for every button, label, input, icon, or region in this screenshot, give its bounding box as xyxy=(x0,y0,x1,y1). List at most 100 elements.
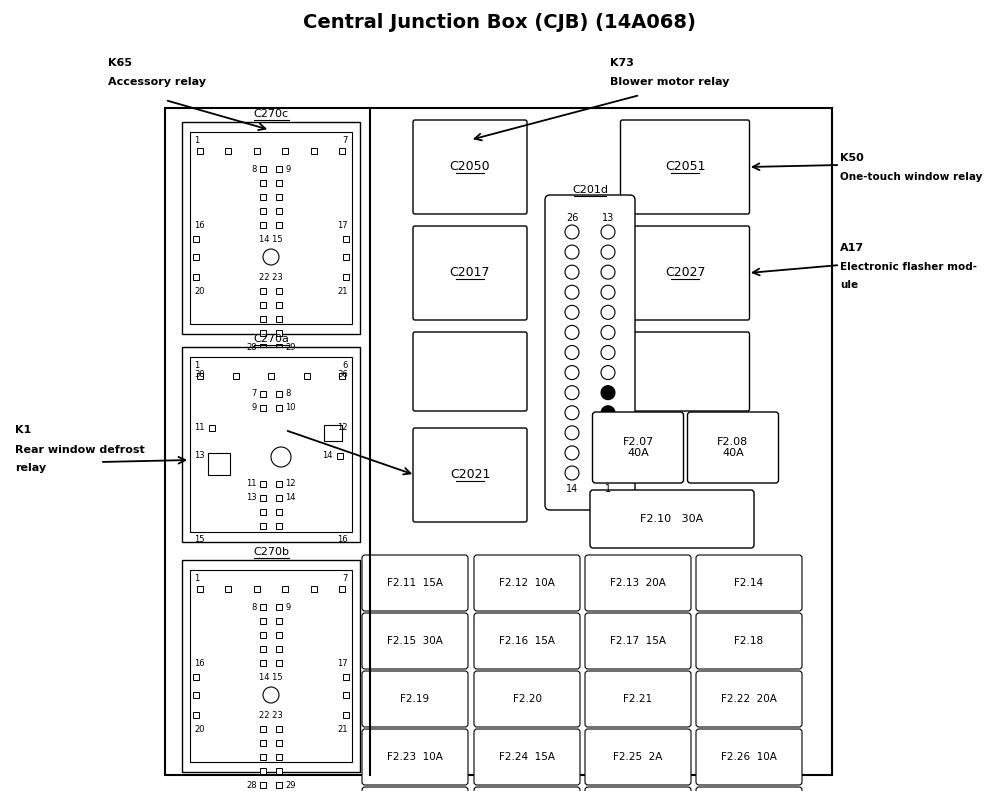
Text: F2.26  10A: F2.26 10A xyxy=(721,752,777,762)
Bar xyxy=(276,495,282,501)
Text: 9: 9 xyxy=(285,165,291,173)
Bar xyxy=(197,360,203,366)
Bar xyxy=(260,302,266,308)
Bar xyxy=(276,344,282,350)
Bar xyxy=(343,692,349,698)
Text: C201d: C201d xyxy=(572,185,608,195)
Bar xyxy=(193,274,199,280)
Bar xyxy=(343,674,349,680)
Bar xyxy=(260,481,266,487)
Bar xyxy=(193,712,199,718)
Text: F2.19: F2.19 xyxy=(401,694,430,704)
Text: Rear window defrost: Rear window defrost xyxy=(15,445,145,455)
Bar xyxy=(343,274,349,280)
Bar xyxy=(190,132,352,324)
Bar xyxy=(233,373,239,379)
Circle shape xyxy=(601,466,615,480)
Bar xyxy=(276,740,282,746)
FancyBboxPatch shape xyxy=(474,613,580,669)
FancyBboxPatch shape xyxy=(413,332,527,411)
Bar xyxy=(197,586,203,592)
Bar xyxy=(254,360,260,366)
Text: 1: 1 xyxy=(194,361,199,370)
Text: F2.16  15A: F2.16 15A xyxy=(499,636,555,646)
Bar xyxy=(182,122,360,334)
Text: F2.25  2A: F2.25 2A xyxy=(613,752,662,762)
Bar xyxy=(260,405,266,411)
Text: 8: 8 xyxy=(252,165,257,173)
Bar xyxy=(311,148,317,154)
Text: 22 23: 22 23 xyxy=(259,710,283,720)
Text: 1: 1 xyxy=(605,484,611,494)
Bar xyxy=(304,373,310,379)
Text: 28: 28 xyxy=(247,343,257,351)
FancyBboxPatch shape xyxy=(687,412,778,483)
Text: F2.10   30A: F2.10 30A xyxy=(640,514,703,524)
Text: 26: 26 xyxy=(565,213,578,223)
Text: 28: 28 xyxy=(247,781,257,789)
Bar xyxy=(260,391,266,397)
Bar xyxy=(337,453,343,459)
Text: 8: 8 xyxy=(285,389,291,399)
Bar xyxy=(260,330,266,336)
Bar xyxy=(165,108,832,775)
Text: 9: 9 xyxy=(252,403,257,412)
Bar xyxy=(197,373,203,379)
FancyBboxPatch shape xyxy=(620,226,749,320)
Bar xyxy=(260,726,266,732)
Bar xyxy=(276,604,282,610)
Text: 9: 9 xyxy=(285,603,291,611)
FancyBboxPatch shape xyxy=(413,226,527,320)
Bar xyxy=(190,570,352,762)
Bar xyxy=(260,194,266,200)
Bar xyxy=(193,236,199,242)
Circle shape xyxy=(601,386,615,399)
FancyBboxPatch shape xyxy=(362,729,468,785)
Bar xyxy=(276,288,282,294)
Text: 20: 20 xyxy=(194,725,205,733)
FancyBboxPatch shape xyxy=(696,671,802,727)
Text: C270b: C270b xyxy=(253,547,289,557)
Bar xyxy=(276,618,282,624)
Bar xyxy=(260,208,266,214)
Bar xyxy=(276,646,282,652)
FancyBboxPatch shape xyxy=(413,120,527,214)
Text: K1: K1 xyxy=(15,425,31,435)
Text: C270c: C270c xyxy=(254,109,289,119)
FancyBboxPatch shape xyxy=(362,613,468,669)
Text: A17: A17 xyxy=(840,243,864,253)
FancyBboxPatch shape xyxy=(585,729,691,785)
FancyBboxPatch shape xyxy=(620,120,749,214)
Bar xyxy=(343,236,349,242)
Text: 11: 11 xyxy=(194,423,205,433)
Text: 13: 13 xyxy=(247,494,257,502)
Text: 13: 13 xyxy=(601,213,614,223)
Text: 22 23: 22 23 xyxy=(259,273,283,282)
Circle shape xyxy=(601,406,615,420)
Bar xyxy=(182,347,360,542)
Text: One-touch window relay: One-touch window relay xyxy=(840,172,982,182)
Bar xyxy=(339,373,345,379)
Text: C2050: C2050 xyxy=(450,161,491,173)
Bar xyxy=(260,660,266,666)
Bar xyxy=(260,632,266,638)
Text: F2.08
40A: F2.08 40A xyxy=(717,437,748,458)
Bar xyxy=(260,316,266,322)
Text: F2.07
40A: F2.07 40A xyxy=(622,437,653,458)
Bar xyxy=(343,712,349,718)
Bar xyxy=(276,481,282,487)
Bar xyxy=(260,222,266,228)
Bar xyxy=(226,148,232,154)
Text: 17: 17 xyxy=(338,221,348,229)
Text: 7: 7 xyxy=(343,574,348,583)
Text: 16: 16 xyxy=(194,221,205,229)
FancyBboxPatch shape xyxy=(696,787,802,791)
Bar xyxy=(276,208,282,214)
Text: K65: K65 xyxy=(108,58,132,68)
Bar xyxy=(276,754,282,760)
Text: F2.18: F2.18 xyxy=(734,636,763,646)
Text: C2027: C2027 xyxy=(664,267,705,279)
Text: C2051: C2051 xyxy=(664,161,705,173)
FancyBboxPatch shape xyxy=(362,555,468,611)
Text: C2017: C2017 xyxy=(450,267,491,279)
